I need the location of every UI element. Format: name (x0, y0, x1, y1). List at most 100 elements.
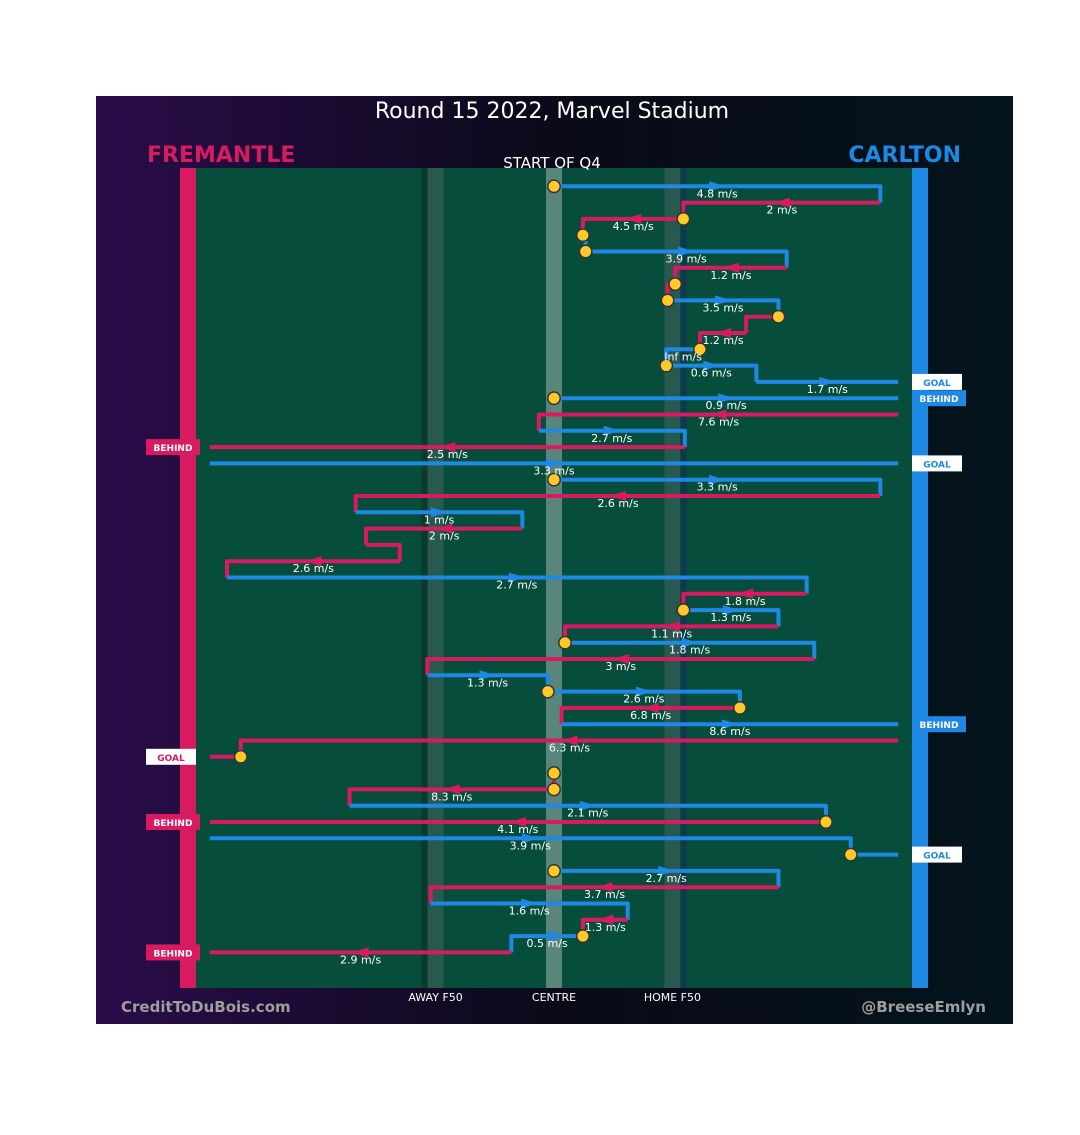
speed-label: 3.3 m/s (697, 481, 738, 494)
speed-label: 2 m/s (429, 530, 460, 543)
direction-arrow (625, 213, 642, 224)
score-badge-label: BEHIND (920, 721, 959, 731)
speed-label: 7.6 m/s (698, 416, 739, 429)
ball-marker (233, 749, 248, 764)
direction-arrow (439, 442, 456, 453)
direction-arrow (352, 947, 369, 958)
ball-marker (547, 782, 561, 797)
score-badge-label: GOAL (923, 379, 951, 389)
credit-left: CreditToDuBois.com (121, 998, 291, 1016)
ball-marker (676, 211, 691, 226)
score-badge-label: BEHIND (920, 395, 959, 405)
ball-marker (732, 700, 747, 715)
ball-marker (575, 228, 590, 243)
ball-marker (676, 603, 691, 618)
speed-label: 3.5 m/s (702, 301, 743, 314)
ball-marker (547, 179, 561, 194)
x-tick-label: HOME F50 (644, 991, 701, 1004)
speed-label: 3 m/s (605, 660, 636, 673)
text-layer: Round 15 2022, Marvel Stadium START OF Q… (121, 99, 986, 1016)
speed-label: 3.7 m/s (584, 888, 625, 901)
direction-arrow (642, 702, 659, 713)
ball-marker (668, 277, 683, 292)
speed-label: 2.9 m/s (340, 953, 381, 966)
speed-label: 3.9 m/s (666, 253, 707, 266)
speed-label: 8.3 m/s (431, 790, 472, 803)
speed-label: Inf m/s (664, 350, 702, 363)
ball-marker (818, 815, 833, 829)
speed-label: 6.3 m/s (549, 742, 590, 755)
possession-line (554, 477, 883, 496)
direction-arrow (709, 474, 726, 485)
possession-line (364, 526, 523, 545)
speed-label: 6.8 m/s (630, 709, 671, 722)
speed-label: 4.5 m/s (613, 220, 654, 233)
speed-label: 1.3 m/s (585, 921, 626, 934)
speed-label: 3.9 m/s (510, 839, 551, 852)
direction-arrow (610, 491, 627, 501)
possession-line (585, 249, 789, 268)
speed-label: 1.8 m/s (669, 644, 710, 657)
ball-marker (659, 358, 674, 373)
possession-line (565, 640, 817, 659)
direction-arrow (522, 833, 539, 844)
possession-line (355, 510, 525, 529)
possession-line (559, 705, 740, 725)
possession-line (554, 184, 883, 203)
score-badge (912, 846, 962, 863)
x-tick-label: AWAY F50 (408, 991, 462, 1004)
speed-label: 1.8 m/s (724, 595, 765, 608)
direction-arrow (681, 637, 698, 648)
team-right-label: CARLTON (848, 143, 961, 168)
direction-arrow (709, 181, 726, 192)
speed-label: 0.9 m/s (706, 399, 747, 412)
score-badge (146, 439, 200, 456)
ball-marker (547, 766, 561, 781)
direction-arrow (539, 931, 556, 942)
speed-label: 2 m/s (767, 204, 798, 217)
speed-label: 2.6 m/s (623, 693, 664, 706)
ball-marker (693, 342, 707, 357)
score-badge (912, 455, 962, 472)
speed-label: 1.3 m/s (467, 676, 508, 689)
ball-marker (843, 847, 858, 862)
speed-label: 2.1 m/s (567, 807, 608, 820)
direction-arrow (663, 621, 680, 632)
possession-line (366, 542, 402, 562)
possession-line (226, 575, 809, 594)
possession-line (554, 868, 781, 888)
speed-label: 1.7 m/s (807, 383, 848, 396)
direction-arrow (431, 507, 448, 518)
direction-arrow (718, 393, 735, 404)
possession-line (744, 314, 779, 333)
chain-lines-layer (146, 179, 966, 961)
possession-line (509, 934, 583, 953)
direction-arrow (722, 262, 739, 273)
speed-label: 1.2 m/s (702, 334, 743, 347)
speed-label: 2.5 m/s (427, 448, 468, 461)
score-badge-label: BEHIND (154, 444, 193, 454)
speed-label: 0.6 m/s (691, 367, 732, 380)
direction-arrow (508, 572, 525, 583)
ball-marker (540, 684, 555, 699)
speed-label: 1 m/s (424, 513, 455, 526)
direction-arrow (773, 197, 790, 208)
direction-arrow (597, 914, 614, 925)
score-badge (146, 944, 200, 961)
possession-line (536, 412, 899, 431)
direction-arrow (703, 360, 720, 371)
chain-chart: Round 15 2022, Marvel Stadium START OF Q… (121, 99, 986, 1016)
score-badge-label: GOAL (157, 754, 185, 764)
speed-label: 0.5 m/s (527, 937, 568, 950)
team-left-label: FREMANTLE (147, 143, 295, 168)
direction-arrow (715, 295, 732, 306)
score-badge-label: GOAL (923, 852, 951, 862)
ball-marker (771, 309, 786, 324)
direction-arrow (561, 735, 578, 746)
speed-label: 1.6 m/s (509, 905, 550, 918)
direction-arrow (305, 556, 322, 567)
possession-line (353, 494, 881, 513)
direction-arrow (479, 670, 496, 681)
ball-marker (547, 391, 561, 406)
speed-label: 4.1 m/s (497, 823, 538, 836)
